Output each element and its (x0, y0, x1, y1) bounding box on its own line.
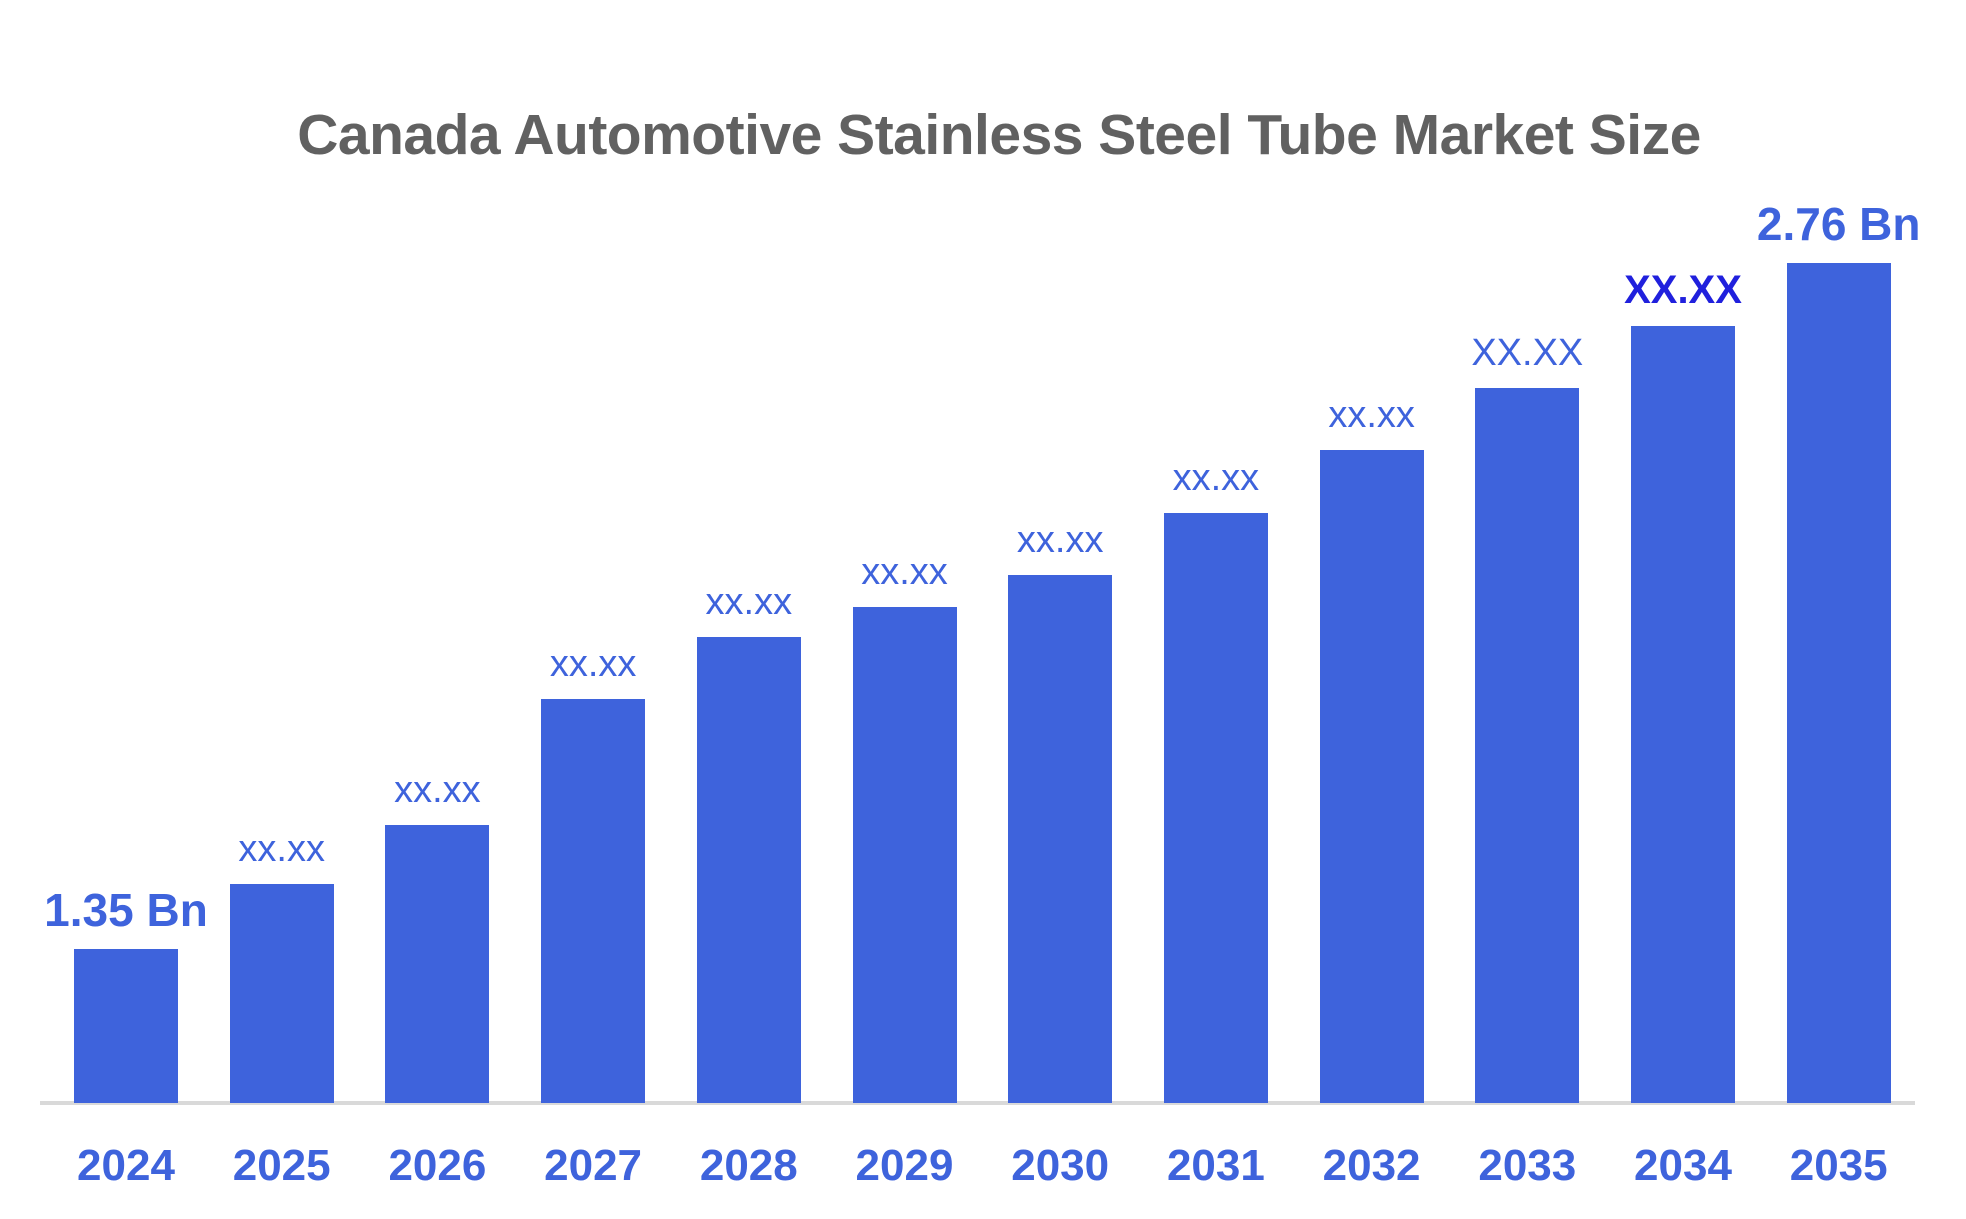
x-tick-2034: 2034 (1634, 1141, 1732, 1190)
bar-2027 (541, 699, 646, 1103)
bar-2032 (1319, 450, 1424, 1103)
x-tick-2029: 2029 (855, 1141, 954, 1190)
bar-2030 (1008, 575, 1113, 1103)
x-tick-2032: 2032 (1322, 1141, 1421, 1190)
x-tick-2028: 2028 (699, 1141, 798, 1190)
bar-2026 (385, 825, 490, 1103)
bar-2024 (74, 949, 178, 1103)
x-axis-line (40, 1101, 1915, 1105)
x-tick-2025: 2025 (232, 1141, 331, 1190)
value-label-2035: 2.76 Bn (1756, 198, 1921, 250)
x-tick-2024: 2024 (77, 1141, 175, 1190)
bar-2035 (1786, 263, 1891, 1103)
value-label-2026: xx.xx (394, 769, 481, 811)
x-tick-2031: 2031 (1166, 1141, 1265, 1190)
bar-2031 (1163, 513, 1268, 1103)
x-tick-2035: 2035 (1789, 1141, 1888, 1190)
bar-2029 (852, 607, 957, 1103)
bar-2025 (229, 884, 334, 1103)
value-label-2029: xx.xx (861, 551, 948, 593)
value-label-2034: XX.XX (1624, 268, 1742, 312)
x-tick-2030: 2030 (1011, 1141, 1110, 1190)
bar-2028 (696, 637, 801, 1103)
value-label-2025: xx.xx (238, 828, 325, 870)
x-tick-2027: 2027 (544, 1141, 643, 1190)
value-label-2028: xx.xx (705, 581, 793, 623)
value-label-2033: XX.XX (1471, 332, 1584, 374)
value-label-2030: xx.xx (1016, 519, 1104, 561)
value-label-2024: 1.35 Bn (44, 884, 208, 936)
value-label-2027: xx.xx (549, 643, 637, 685)
bar-2033 (1475, 388, 1580, 1103)
bar-2034 (1631, 326, 1735, 1103)
chart-title: Canada Automotive Stainless Steel Tube M… (297, 103, 1701, 167)
value-label-2031: xx.xx (1172, 457, 1260, 499)
value-label-2032: xx.xx (1328, 394, 1415, 436)
x-tick-2033: 2033 (1478, 1141, 1577, 1190)
x-tick-2026: 2026 (388, 1141, 487, 1190)
